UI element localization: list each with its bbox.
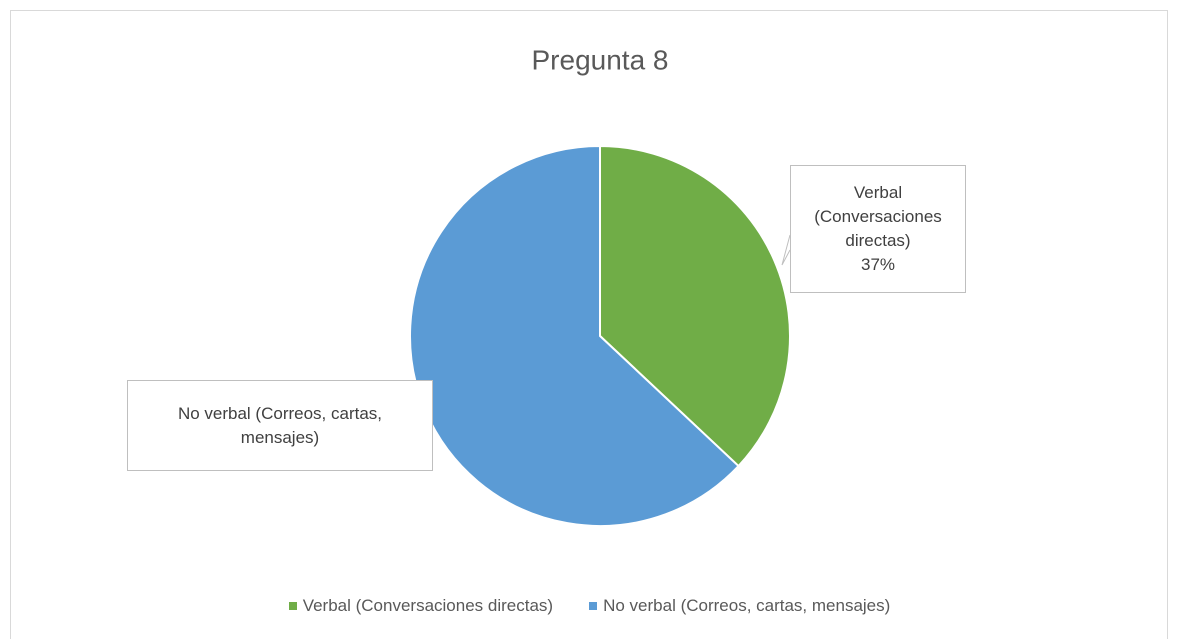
legend-label: No verbal (Correos, cartas, mensajes) (603, 596, 891, 615)
callout-pointer (781, 234, 791, 266)
data-label-category: Verbal (Conversaciones directas) (814, 183, 942, 250)
legend-item: No verbal (Correos, cartas, mensajes) (589, 596, 890, 616)
data-label-category: No verbal (Correos, cartas, mensajes) (177, 403, 383, 447)
data-label: No verbal (Correos, cartas, mensajes) (127, 380, 433, 471)
data-label: Verbal (Conversaciones directas) 37% (790, 165, 966, 293)
legend-item: Verbal (Conversaciones directas) (288, 596, 554, 616)
chart-frame (10, 10, 1168, 639)
legend-swatch (589, 602, 598, 610)
legend-label: Verbal (Conversaciones directas) (302, 596, 554, 615)
data-label-value: 37% (860, 255, 896, 274)
legend: Verbal (Conversaciones directas) No verba… (0, 596, 1179, 616)
legend-swatch (288, 602, 297, 610)
pie-slice (599, 144, 791, 468)
chart-title: Pregunta 8 (532, 44, 669, 75)
